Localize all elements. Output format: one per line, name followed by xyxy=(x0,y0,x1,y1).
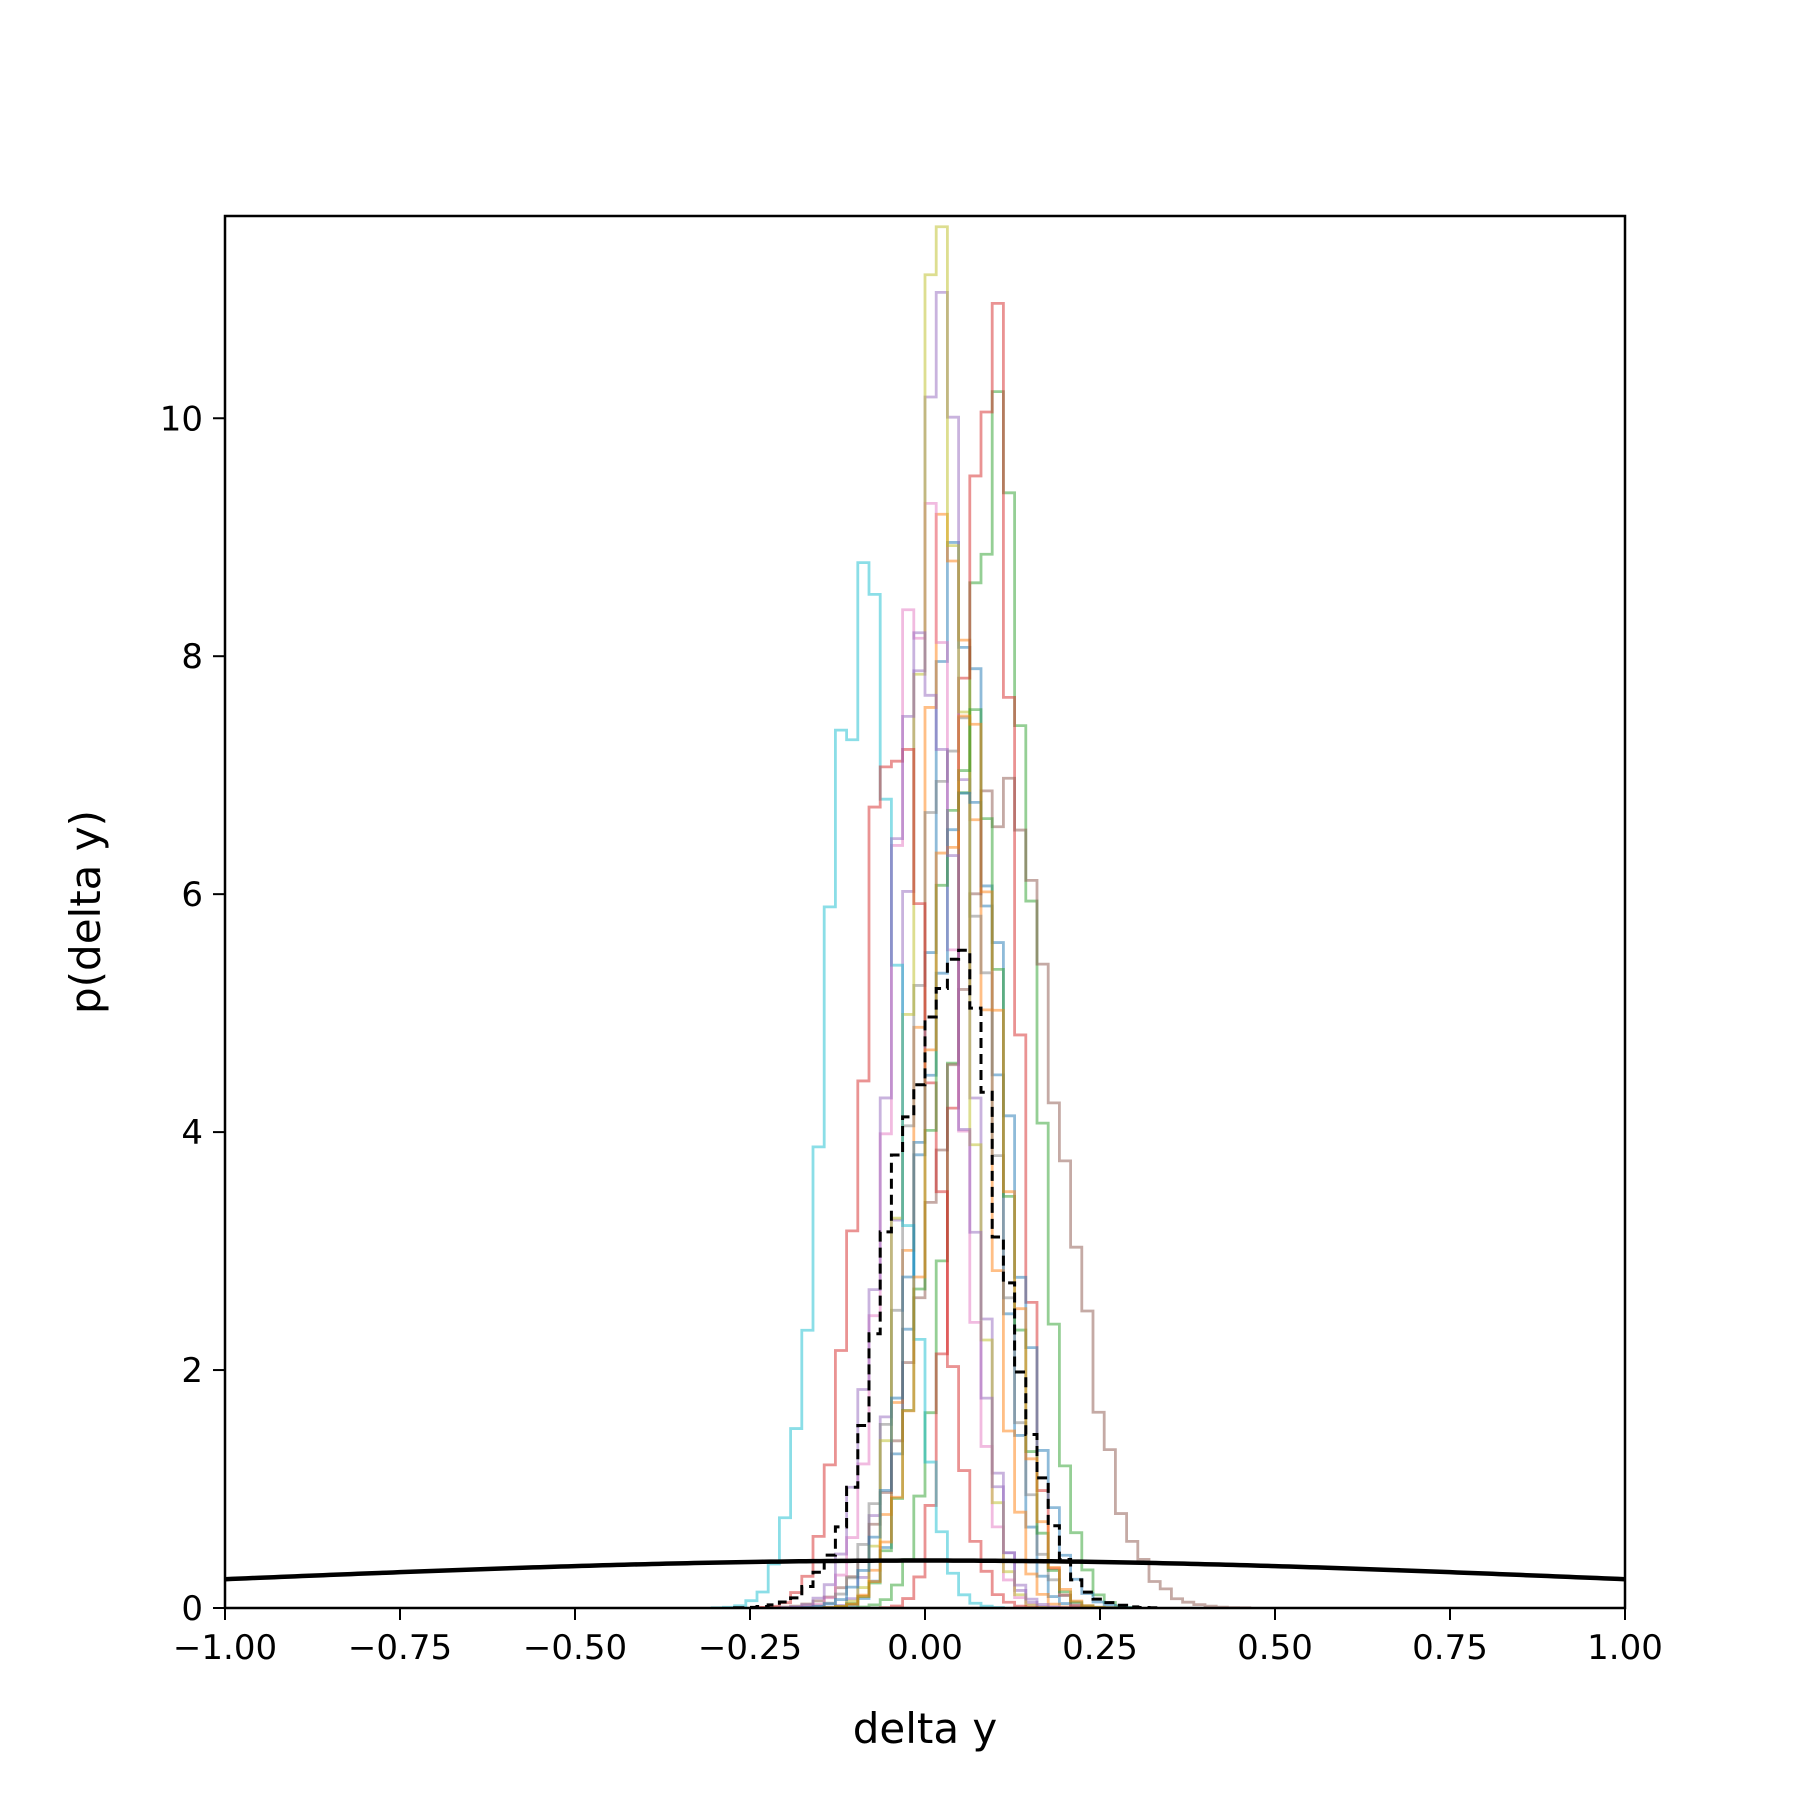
histogram-series-layer xyxy=(710,225,1252,1608)
y-tick-label: 2 xyxy=(181,1351,203,1391)
x-tick-label: −0.75 xyxy=(348,1628,452,1668)
y-tick-label: 6 xyxy=(181,875,203,915)
x-tick-label: −0.25 xyxy=(698,1628,802,1668)
x-tick-label: −0.50 xyxy=(523,1628,627,1668)
y-tick-label: 8 xyxy=(181,637,203,677)
histogram-series xyxy=(878,301,1095,1608)
x-axis-label: delta y xyxy=(853,1704,998,1753)
x-tick-label: 0.50 xyxy=(1237,1628,1313,1668)
y-tick-label: 0 xyxy=(181,1589,203,1629)
histogram-series xyxy=(710,561,1005,1608)
y-axis-label: p(delta y) xyxy=(61,810,110,1014)
prior-normal-curve xyxy=(225,1558,1625,1582)
x-tick-label: 0.00 xyxy=(887,1628,963,1668)
y-tick-label: 10 xyxy=(160,399,203,439)
x-tick-label: 1.00 xyxy=(1587,1628,1663,1668)
x-tick-label: −1.00 xyxy=(173,1628,277,1668)
x-tick-label: 0.25 xyxy=(1062,1628,1138,1668)
histogram-series-dashed xyxy=(733,948,1162,1608)
prior-curve-layer xyxy=(225,1558,1625,1582)
y-axis: 0 2 4 6 8 10 xyxy=(160,399,225,1629)
x-axis: −1.00 −0.75 −0.50 −0.25 0.00 0.25 0.50 0.75 1.00 xyxy=(173,1608,1663,1668)
histogram-series xyxy=(789,716,1117,1608)
histogram-series xyxy=(822,714,1117,1608)
x-tick-label: 0.75 xyxy=(1412,1628,1488,1668)
y-tick-label: 4 xyxy=(181,1113,203,1153)
histogram-series xyxy=(778,631,1072,1608)
histogram-series xyxy=(822,290,1061,1608)
histogram-series xyxy=(755,748,1039,1608)
histogram-series xyxy=(822,512,1084,1608)
histogram-series xyxy=(789,791,1140,1608)
histogram-series xyxy=(845,390,1140,1608)
